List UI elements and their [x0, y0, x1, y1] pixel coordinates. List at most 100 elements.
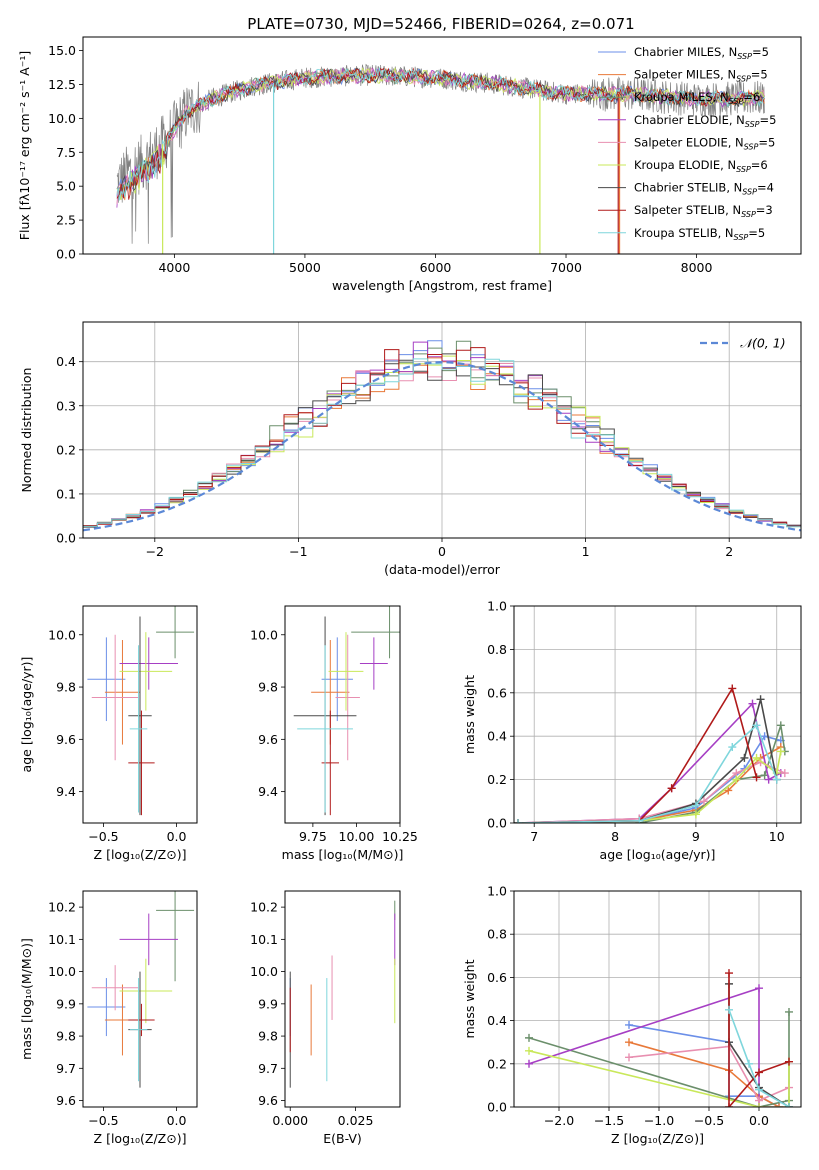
mass-weight-marker [691, 801, 700, 810]
y-tick-label: 0.6 [487, 970, 507, 985]
y-axis-label: Flux [fλ10⁻¹⁷ erg cm⁻² s⁻¹ A⁻¹] [17, 51, 32, 240]
mass-weight-marker [725, 1005, 733, 1014]
x-tick-label: 0 [438, 544, 446, 559]
y-tick-label: 10.1 [250, 932, 278, 947]
mass-weight-line [728, 1009, 790, 1107]
mass-weight-line [628, 1045, 790, 1102]
mass-weight-marker [785, 1057, 793, 1066]
legend-entry: Chabrier MILES, NSSP=5 [634, 45, 769, 61]
model-spectrum-line [116, 67, 765, 200]
mass-weight-marker [748, 699, 757, 708]
mass-weight-marker [635, 816, 644, 823]
age_vs_mass-frame [284, 605, 401, 824]
y-tick-label: 12.5 [48, 77, 76, 92]
y-tick-label: 9.4 [258, 784, 278, 799]
x-tick-label: 4000 [158, 260, 190, 275]
y-tick-label: 0.0 [56, 247, 76, 262]
spectrum-frame [82, 36, 802, 255]
y-tick-label: 0.0 [487, 816, 507, 831]
y-tick-label: 5.0 [56, 179, 76, 194]
model-spectrum-line [116, 67, 765, 199]
model-spectrum-line [116, 68, 765, 195]
x-tick-label: 7 [530, 829, 538, 844]
x-tick-label: 5000 [289, 260, 321, 275]
mass-weight-marker [625, 1053, 633, 1062]
y-tick-label: 0.0 [56, 531, 76, 546]
y-tick-label: 0.2 [487, 1056, 507, 1071]
y-tick-label: 10.0 [250, 964, 278, 979]
y-tick-label: 0.4 [487, 1013, 507, 1028]
model-spectrum-line [116, 67, 765, 200]
age_vs_mass-plot-area [293, 606, 400, 816]
x-tick-label: −0.5 [694, 1113, 724, 1128]
x-tick-label: 0.0 [167, 829, 187, 844]
x-tick-label: 8 [611, 829, 619, 844]
legend-entry: Chabrier STELIB, NSSP=4 [634, 181, 774, 197]
residuals-frame [82, 321, 802, 539]
y-tick-label: 9.6 [56, 732, 76, 747]
y-tick-label: 9.7 [258, 1061, 278, 1076]
y-tick-label: 9.8 [258, 680, 278, 695]
y-tick-label: 10.2 [250, 900, 278, 915]
mass-weight-marker [755, 1068, 763, 1077]
y-axis-label: Normed distribution [19, 368, 34, 493]
mass-weight-marker [725, 969, 733, 978]
mass-weight-marker [525, 1059, 533, 1068]
x-tick-label: 9.75 [299, 829, 327, 844]
mass-weight-marker [755, 984, 763, 993]
mass-weight-line [628, 1041, 780, 1107]
mass-weight-marker [699, 797, 708, 806]
y-tick-label: 9.4 [56, 784, 76, 799]
mass-weight-marker [728, 684, 737, 693]
figure-title: PLATE=0730, MJD=52466, FIBERID=0264, z=0… [247, 15, 634, 33]
y-tick-label: 0.3 [56, 398, 76, 413]
mass_vs_ebv-plot-area [289, 900, 396, 1088]
x-tick-label: 10 [769, 829, 785, 844]
y-tick-label: 9.8 [56, 680, 76, 695]
mass_vs_Z-plot-area [87, 891, 195, 1088]
x-axis-label: (data-model)/error [384, 562, 501, 577]
mass-weight-marker [756, 695, 765, 704]
age_vs_Z-frame [82, 605, 198, 824]
mass-weight-marker [755, 1103, 763, 1107]
y-tick-label: 9.9 [258, 996, 278, 1011]
mass-weight-marker [764, 775, 773, 784]
legend-entry: Salpeter ELODIE, NSSP=5 [634, 135, 775, 151]
y-tick-label: 10.0 [48, 627, 76, 642]
y-tick-label: 10.0 [250, 627, 278, 642]
y-tick-label: 0.2 [487, 772, 507, 787]
y-tick-label: 0.0 [487, 1100, 507, 1115]
mass-weight-marker [755, 1085, 763, 1094]
y-tick-label: 1.0 [487, 599, 507, 614]
normal-reference-curve [83, 360, 801, 532]
x-tick-label: 9 [692, 829, 700, 844]
x-tick-label: −1.5 [594, 1113, 624, 1128]
x-tick-label: 0.0 [749, 1113, 769, 1128]
x-axis-label: age [log₁₀(age/yr)] [600, 847, 716, 862]
legend-entry: 𝒩(0, 1) [740, 336, 786, 351]
y-tick-label: 15.0 [48, 43, 76, 58]
x-axis-label: wavelength [Angstrom, rest frame] [332, 278, 552, 293]
y-tick-label: 9.6 [56, 1093, 76, 1108]
mass-weight-marker [625, 1020, 633, 1029]
mass-weight-marker [775, 1103, 783, 1107]
mass-weight-marker [691, 810, 700, 819]
mass-weight-marker [740, 753, 749, 762]
mass-weight-marker [772, 775, 781, 784]
massweight_vs_Z-plot-area [514, 891, 801, 1107]
mass_vs_ebv-frame [284, 890, 401, 1108]
y-tick-label: 0.1 [56, 486, 76, 501]
mass-weight-marker [667, 784, 676, 793]
y-axis-label: mass weight [462, 959, 477, 1038]
x-axis-label: E(B-V) [323, 1131, 362, 1146]
mass-weight-marker [625, 1038, 633, 1047]
mass-weight-marker [752, 773, 761, 782]
y-tick-label: 9.8 [258, 1029, 278, 1044]
y-tick-label: 1.0 [487, 884, 507, 899]
y-tick-label: 10.0 [48, 964, 76, 979]
y-tick-label: 9.6 [258, 1093, 278, 1108]
x-tick-label: −1.0 [644, 1113, 674, 1128]
y-tick-label: 0.6 [487, 685, 507, 700]
y-axis-label: mass [log₁₀(M/M⊙)] [19, 938, 34, 1060]
x-tick-label: −2.0 [544, 1113, 574, 1128]
